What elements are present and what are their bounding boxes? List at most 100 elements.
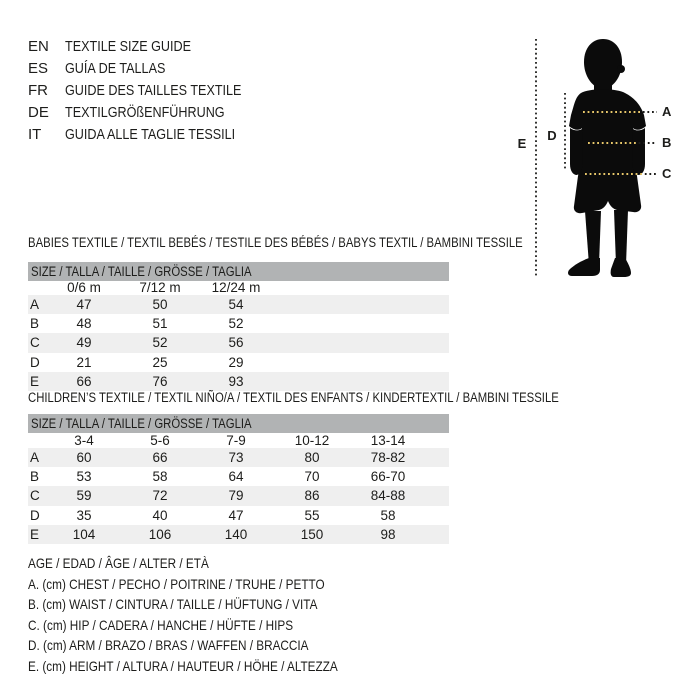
table-cell: 55 xyxy=(304,507,320,523)
table-cell: 66 xyxy=(76,373,92,389)
language-code: IT xyxy=(28,126,42,143)
table-cell: 60 xyxy=(76,450,92,465)
column-header: 12/24 m xyxy=(211,280,261,295)
language-code: ES xyxy=(28,60,49,77)
table-cell: 84-88 xyxy=(370,488,406,504)
table-cell: 50 xyxy=(152,297,168,312)
table-cell: 66 xyxy=(152,450,168,465)
table-cell: 98 xyxy=(380,526,396,542)
table-corner-cell xyxy=(28,434,46,448)
table-cell: 140 xyxy=(224,526,248,542)
table-cell: 25 xyxy=(152,354,168,370)
table-row-a: A 60 66 73 80 78-82 xyxy=(28,448,449,468)
height-label: E xyxy=(518,136,527,151)
table-cell: 47 xyxy=(76,297,92,312)
table-cell: 80 xyxy=(304,450,320,465)
size-header-label: SIZE / TALLA / TAILLE / GRÖSSE / TAGLIA xyxy=(31,264,252,279)
children-column-headers: 3-4 5-6 7-9 10-12 13-14 xyxy=(28,434,449,448)
language-title: GUÍA DE TALLAS xyxy=(65,60,166,77)
table-cell: 40 xyxy=(152,507,168,523)
table-cell: 48 xyxy=(76,316,92,332)
table-row-a: A 47 50 54 xyxy=(28,295,449,315)
babies-column-headers: 0/6 m 7/12 m 12/24 m xyxy=(28,281,449,295)
row-label: B xyxy=(30,469,40,485)
language-line-de: DE TEXTILGRÖßENFÜHRUNG xyxy=(28,102,275,124)
measurement-diagram: A B C D E xyxy=(518,39,672,277)
language-line-en: EN TEXTILE SIZE GUIDE xyxy=(28,36,275,58)
table-cell: 59 xyxy=(76,488,92,504)
column-header: 0/6 m xyxy=(67,280,101,295)
row-label: B xyxy=(30,316,40,332)
legend-height-line: E. (cm) HEIGHT / ALTURA / HAUTEUR / HÖHE… xyxy=(28,657,338,674)
legend-chest-line: A. (cm) CHEST / PECHO / POITRINE / TRUHE… xyxy=(28,575,325,592)
table-cell: 49 xyxy=(76,335,92,351)
language-title: GUIDA ALLE TAGLIE TESSILI xyxy=(65,126,236,143)
legend-age-line: AGE / EDAD / ÂGE / ALTER / ETÀ xyxy=(28,555,209,571)
silhouette-head xyxy=(584,39,622,86)
table-cell: 106 xyxy=(148,526,172,542)
language-code: DE xyxy=(28,104,49,121)
silhouette-left-leg xyxy=(585,211,601,265)
column-header: 5-6 xyxy=(150,433,170,448)
language-line-it: IT GUIDA ALLE TAGLIE TESSILI xyxy=(28,124,275,146)
row-label: A xyxy=(30,450,40,465)
hip-label: C xyxy=(662,166,672,181)
table-cell: 72 xyxy=(152,488,168,504)
table-row-b: B 48 51 52 xyxy=(28,314,449,333)
waist-label: B xyxy=(662,135,671,150)
children-section-title: CHILDREN’S TEXTILE / TEXTIL NIÑO/A / TEX… xyxy=(28,390,559,405)
table-cell: 76 xyxy=(152,373,168,389)
legend-arm-line: D. (cm) ARM / BRAZO / BRAS / WAFFEN / BR… xyxy=(28,637,309,654)
row-label: C xyxy=(30,488,40,504)
table-cell: 104 xyxy=(72,526,96,542)
silhouette-right-arm xyxy=(632,128,645,175)
table-cell: 58 xyxy=(380,507,396,523)
row-label: D xyxy=(30,354,40,370)
table-cell: 52 xyxy=(152,335,168,351)
silhouette-right-leg xyxy=(614,210,628,265)
size-header-label: SIZE / TALLA / TAILLE / GRÖSSE / TAGLIA xyxy=(31,416,252,431)
silhouette-left-shoe xyxy=(568,258,600,276)
language-line-fr: FR GUIDE DES TAILLES TEXTILE xyxy=(28,80,275,102)
table-cell: 47 xyxy=(228,507,244,523)
table-cell: 150 xyxy=(300,526,324,542)
table-cell: 70 xyxy=(304,469,320,485)
row-label: E xyxy=(30,526,40,542)
column-header: 7/12 m xyxy=(139,280,181,295)
chest-label: A xyxy=(662,104,672,119)
silhouette-left-arm xyxy=(570,128,583,175)
table-row-d: D 35 40 47 55 58 xyxy=(28,506,449,525)
silhouette-ear xyxy=(617,65,625,73)
row-label: D xyxy=(30,507,40,523)
language-title: TEXTILE SIZE GUIDE xyxy=(65,38,192,55)
silhouette-shorts xyxy=(573,176,642,214)
table-cell: 73 xyxy=(228,450,244,465)
measurement-legend: AGE / EDAD / ÂGE / ALTER / ETÀ A. (cm) C… xyxy=(28,553,397,677)
row-label: E xyxy=(30,373,40,389)
row-label: C xyxy=(30,335,40,351)
table-row-d: D 21 25 29 xyxy=(28,353,449,372)
table-cell: 93 xyxy=(228,373,244,389)
table-cell: 21 xyxy=(76,354,92,370)
legend-waist-line: B. (cm) WAIST / CINTURA / TAILLE / HÜFTU… xyxy=(28,596,318,613)
table-cell: 66-70 xyxy=(370,469,406,485)
row-label: A xyxy=(30,297,40,312)
column-header: 13-14 xyxy=(370,433,406,448)
legend-hip-line: C. (cm) HIP / CADERA / HANCHE / HÜFTE / … xyxy=(28,616,294,633)
table-corner-cell xyxy=(28,281,46,295)
table-cell: 51 xyxy=(152,316,168,332)
table-cell: 52 xyxy=(228,316,244,332)
column-header: 10-12 xyxy=(294,433,330,448)
babies-section-title: BABIES TEXTILE / TEXTIL BEBÉS / TESTILE … xyxy=(28,235,523,250)
arm-label: D xyxy=(547,128,556,143)
column-header: 3-4 xyxy=(74,433,94,448)
language-code: FR xyxy=(28,82,48,99)
table-cell: 56 xyxy=(228,335,244,351)
table-cell: 64 xyxy=(228,469,244,485)
table-cell: 35 xyxy=(76,507,92,523)
language-title: TEXTILGRÖßENFÜHRUNG xyxy=(65,104,225,121)
babies-size-header-bar: SIZE / TALLA / TAILLE / GRÖSSE / TAGLIA xyxy=(28,262,449,281)
table-row-c: C 59 72 79 86 84-88 xyxy=(28,486,449,506)
table-cell: 79 xyxy=(228,488,244,504)
table-cell: 78-82 xyxy=(370,450,406,465)
